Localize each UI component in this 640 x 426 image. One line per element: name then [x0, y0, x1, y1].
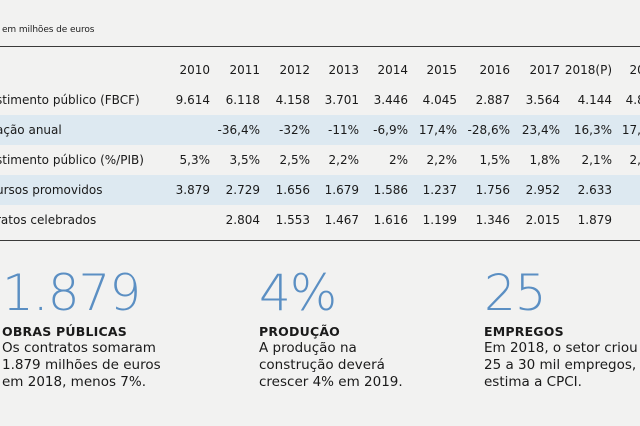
table-cell: 2,2%	[426, 153, 458, 167]
year-header: 2018(P)	[564, 63, 612, 77]
year-header: 2017	[529, 63, 560, 77]
table-cell: 2.633	[560, 175, 612, 205]
table-cell: 1.553	[275, 213, 310, 227]
table-cell: 2.952	[510, 175, 560, 205]
table-cell: 17,4%	[408, 115, 457, 145]
table-row: stimento público (FBCF) 9.614 6.118 4.15…	[0, 85, 640, 115]
table-cell: 4.158	[275, 93, 310, 107]
row-label: ação anual	[0, 115, 170, 145]
table-cell: 2.887	[475, 93, 510, 107]
table-cell: 1.237	[408, 175, 457, 205]
table-cell: 2%	[388, 153, 408, 167]
table-cell: 1,5%	[479, 153, 511, 167]
table-cell: 4.144	[577, 93, 612, 107]
year-header: 2010	[179, 63, 210, 77]
table-cell: 2.015	[525, 213, 560, 227]
table-cell: 1.346	[475, 213, 510, 227]
table-cell: 16,3%	[560, 115, 612, 145]
stat-text: Os contratos somaram 1.879 milhões de eu…	[2, 340, 161, 390]
table-cell: 3,5%	[229, 153, 261, 167]
table-cell: 1,8%	[529, 153, 561, 167]
stat-text: Em 2018, o setor criou 25 a 30 mil empre…	[484, 340, 638, 390]
table-bottom-rule	[0, 240, 640, 241]
table-cell: 1.467	[324, 213, 359, 227]
table-cell: -11%	[310, 115, 359, 145]
table-cell: 3.879	[170, 175, 210, 205]
stat-heading: OBRAS PÚBLICAS	[2, 324, 127, 339]
investment-table: 2010 2011 2012 2013 2014 2015 2016 2017 …	[0, 55, 640, 235]
year-header: 2012	[279, 63, 310, 77]
stat-number: 4%	[259, 264, 337, 322]
table-cell: -6,9%	[359, 115, 408, 145]
table-cell: 4.853	[625, 93, 640, 107]
table-cell: 5,3%	[179, 153, 211, 167]
table-cell: 2.804	[225, 213, 260, 227]
stat-number: 1.879	[2, 264, 141, 322]
table-cell: 1.879	[577, 213, 612, 227]
table-cell: 1.616	[373, 213, 408, 227]
header-blank	[0, 55, 170, 85]
table-row: ratos celebrados 2.804 1.553 1.467 1.616…	[0, 205, 640, 235]
year-header: 2015	[426, 63, 457, 77]
year-header: 2019	[629, 63, 640, 77]
table-cell: 2.729	[210, 175, 260, 205]
stat-producao: 4% PRODUÇÃO A produção na construção dev…	[259, 266, 403, 391]
table-cell	[170, 205, 210, 235]
row-label: ratos celebrados	[0, 213, 97, 227]
stat-empregos: 25 EMPREGOS Em 2018, o setor criou 25 a …	[484, 266, 638, 391]
table-cell	[170, 115, 210, 145]
stat-heading: PRODUÇÃO	[259, 324, 341, 339]
table-cell: 3.564	[525, 93, 560, 107]
stat-number: 25	[484, 264, 547, 322]
table-top-rule	[0, 46, 640, 47]
year-header: 2013	[328, 63, 359, 77]
table-cell: 1.586	[359, 175, 408, 205]
table-cell: 1.656	[260, 175, 310, 205]
table-cell: 1.199	[422, 213, 457, 227]
row-label: ursos promovidos	[0, 175, 170, 205]
table-cell: 2,3%	[629, 153, 640, 167]
row-label: stimento público (%/PIB)	[0, 153, 144, 167]
stat-obras-publicas: 1.879 OBRAS PÚBLICAS Os contratos somara…	[2, 266, 161, 391]
table-row: stimento público (%/PIB) 5,3% 3,5% 2,5% …	[0, 145, 640, 175]
table-cell: -32%	[260, 115, 310, 145]
year-header: 2011	[229, 63, 260, 77]
table-cell: 2,1%	[581, 153, 613, 167]
table-cell: 1.756	[457, 175, 510, 205]
header-row: 2010 2011 2012 2013 2014 2015 2016 2017 …	[0, 55, 640, 85]
table-cell: -28,6%	[457, 115, 510, 145]
table-cell: 9.614	[175, 93, 210, 107]
table-cell	[612, 205, 640, 235]
table-cell: 3.446	[373, 93, 408, 107]
table-row: ursos promovidos 3.879 2.729 1.656 1.679…	[0, 175, 640, 205]
table-cell: 3.701	[324, 93, 359, 107]
table-cell: 4.045	[422, 93, 457, 107]
table-cell: 2,2%	[328, 153, 360, 167]
table-cell	[612, 175, 640, 205]
table-cell: 17,1%	[612, 115, 640, 145]
table-cell: 6.118	[225, 93, 260, 107]
table-cell: 23,4%	[510, 115, 560, 145]
stat-text: A produção na construção deverá crescer …	[259, 340, 403, 390]
table-cell: -36,4%	[210, 115, 260, 145]
table-cell: 2,5%	[279, 153, 311, 167]
stat-heading: EMPREGOS	[484, 324, 564, 339]
row-label: stimento público (FBCF)	[0, 93, 140, 107]
unit-note: em milhões de euros	[2, 25, 95, 35]
table-cell: 1.679	[310, 175, 359, 205]
table-row: ação anual -36,4% -32% -11% -6,9% 17,4% …	[0, 115, 640, 145]
year-header: 2016	[479, 63, 510, 77]
year-header: 2014	[377, 63, 408, 77]
